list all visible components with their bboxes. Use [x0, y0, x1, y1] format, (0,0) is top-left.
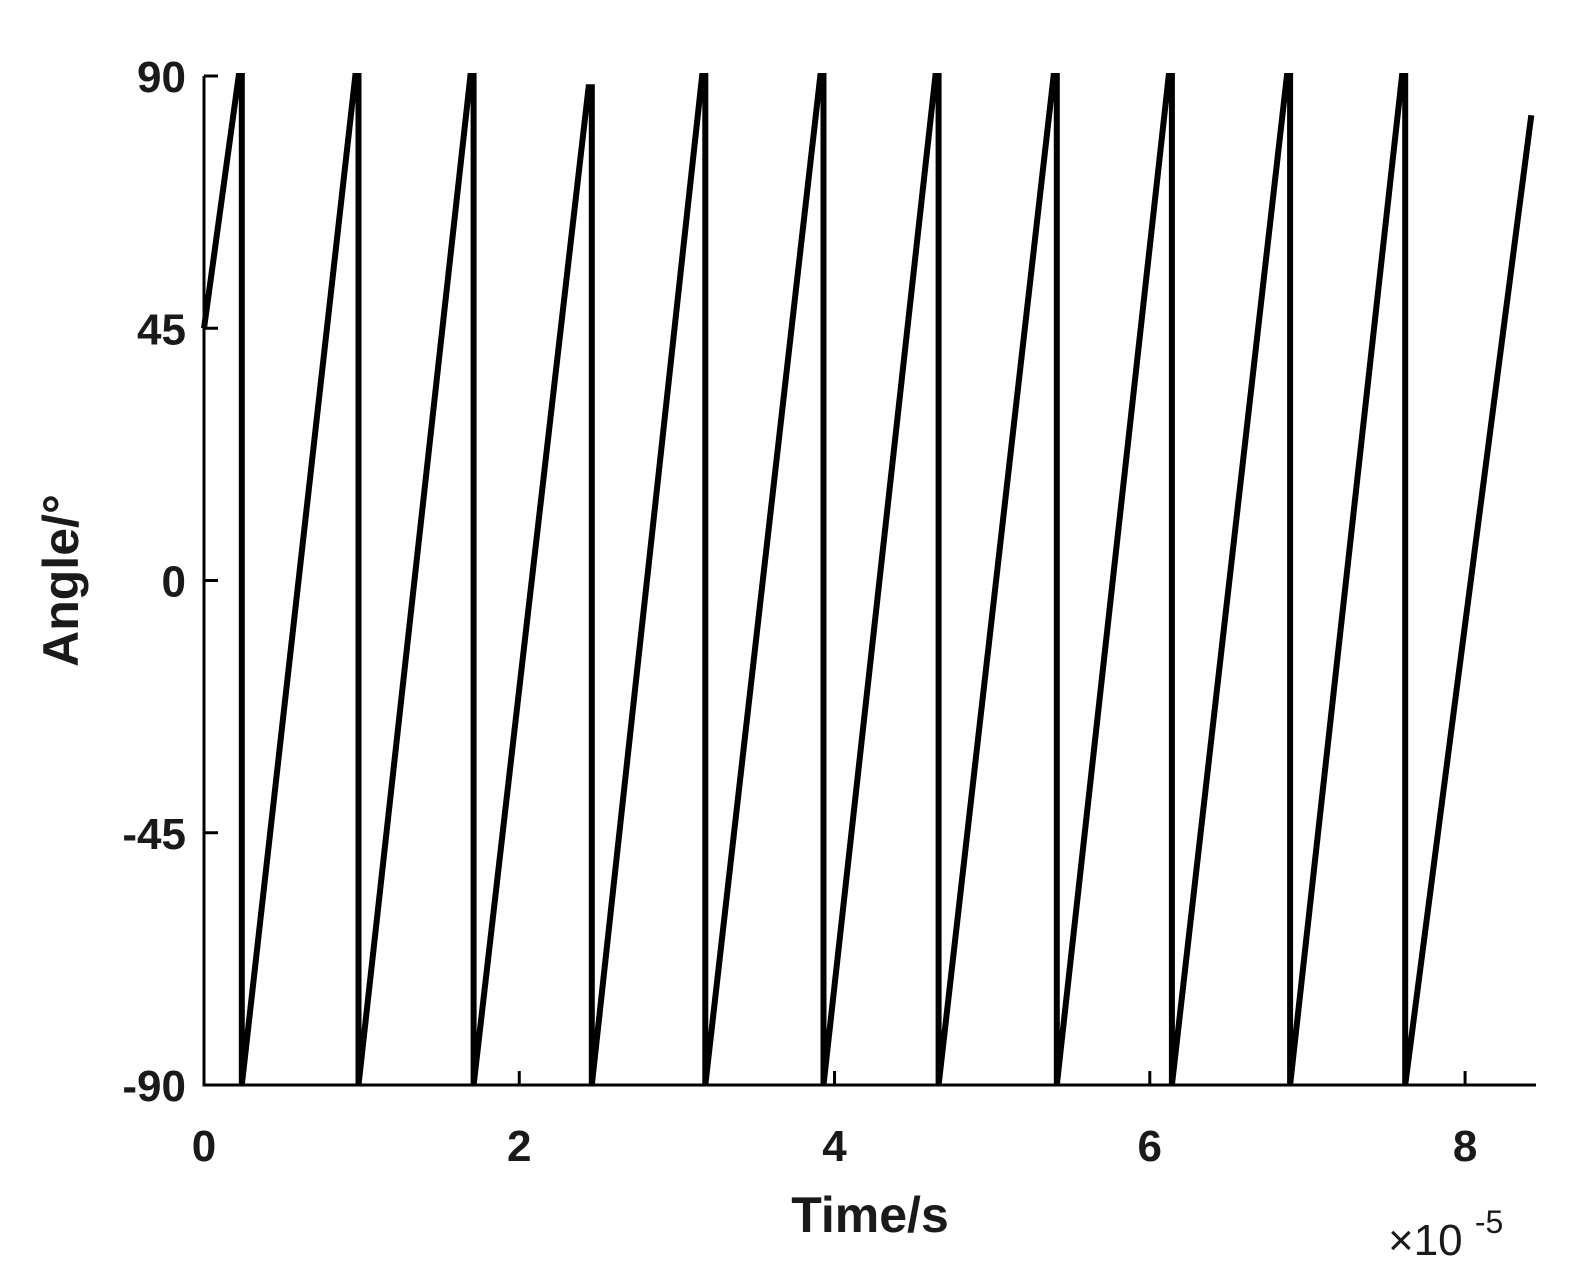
axes: [202, 76, 1536, 1087]
series-line: [201, 73, 1535, 1086]
axis-labels: Time/s Angle/° ×10 -5: [33, 494, 1503, 1265]
x-tick-label: 6: [1138, 1122, 1162, 1171]
y-tick-label: 45: [137, 305, 186, 354]
series-lines: [201, 73, 1535, 1086]
ticks: 0 2 4 6 8 -90 -45 0 45 90: [122, 53, 1477, 1171]
x-axis-multiplier-base: ×10: [1388, 1216, 1463, 1265]
y-axis-label: Angle/°: [33, 494, 89, 667]
x-axis-multiplier-exponent: -5: [1475, 1204, 1503, 1240]
y-tick-label: -45: [122, 810, 186, 859]
y-tick-label: 90: [137, 53, 186, 102]
x-tick-label: 0: [192, 1122, 216, 1171]
y-tick-label: 0: [162, 558, 186, 607]
x-tick-label: 8: [1453, 1122, 1477, 1171]
x-axis-label: Time/s: [791, 1187, 949, 1243]
x-tick-label: 2: [507, 1122, 531, 1171]
x-axis-multiplier: ×10 -5: [1388, 1204, 1503, 1265]
y-tick-label: -90: [122, 1062, 186, 1111]
x-tick-label: 4: [822, 1122, 847, 1171]
